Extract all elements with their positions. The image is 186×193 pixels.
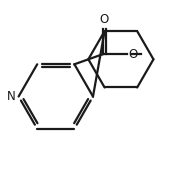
Text: N: N <box>7 90 15 103</box>
Text: O: O <box>128 47 138 61</box>
Text: O: O <box>100 13 109 26</box>
